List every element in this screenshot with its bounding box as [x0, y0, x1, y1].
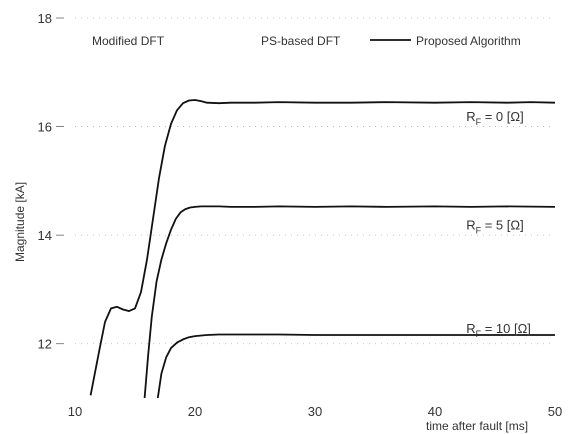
x-tick-label-10: 10 [68, 404, 82, 419]
y-tick-label-14: 14 [38, 228, 52, 243]
x-tick-label-30: 30 [308, 404, 322, 419]
x-tick-label-20: 20 [188, 404, 202, 419]
legend: Modified DFT PS-based DFT Proposed Algor… [92, 34, 521, 48]
legend-label-ps-based-dft: PS-based DFT [261, 34, 341, 48]
y-tick-label-12: 12 [38, 337, 52, 352]
series-line-2 [143, 205, 556, 399]
x-tick-label-50: 50 [548, 404, 562, 419]
series-lines [89, 99, 556, 399]
x-axis-label: time after fault [ms] [426, 419, 528, 433]
annotation-rf-2: RF = 5 [Ω] [466, 218, 524, 236]
grid-lines [75, 17, 555, 345]
x-tick-label-40: 40 [428, 404, 442, 419]
annotation-rf-3: RF = 10 [Ω] [466, 321, 531, 339]
legend-label-modified-dft: Modified DFT [92, 34, 165, 48]
series-line-3 [156, 333, 555, 399]
curve-annotations: RF = 0 [Ω] RF = 5 [Ω] RF = 10 [Ω] [466, 109, 531, 339]
y-tick-label-18: 18 [38, 11, 52, 26]
axis-ticks: 12 14 16 18 10 20 30 40 50 [38, 11, 563, 419]
y-axis-label: Magnitude [kA] [13, 182, 27, 262]
series-line-1 [89, 99, 556, 396]
y-tick-label-16: 16 [38, 120, 52, 135]
legend-label-proposed-algorithm: Proposed Algorithm [416, 34, 521, 48]
annotation-rf-1: RF = 0 [Ω] [466, 109, 524, 127]
